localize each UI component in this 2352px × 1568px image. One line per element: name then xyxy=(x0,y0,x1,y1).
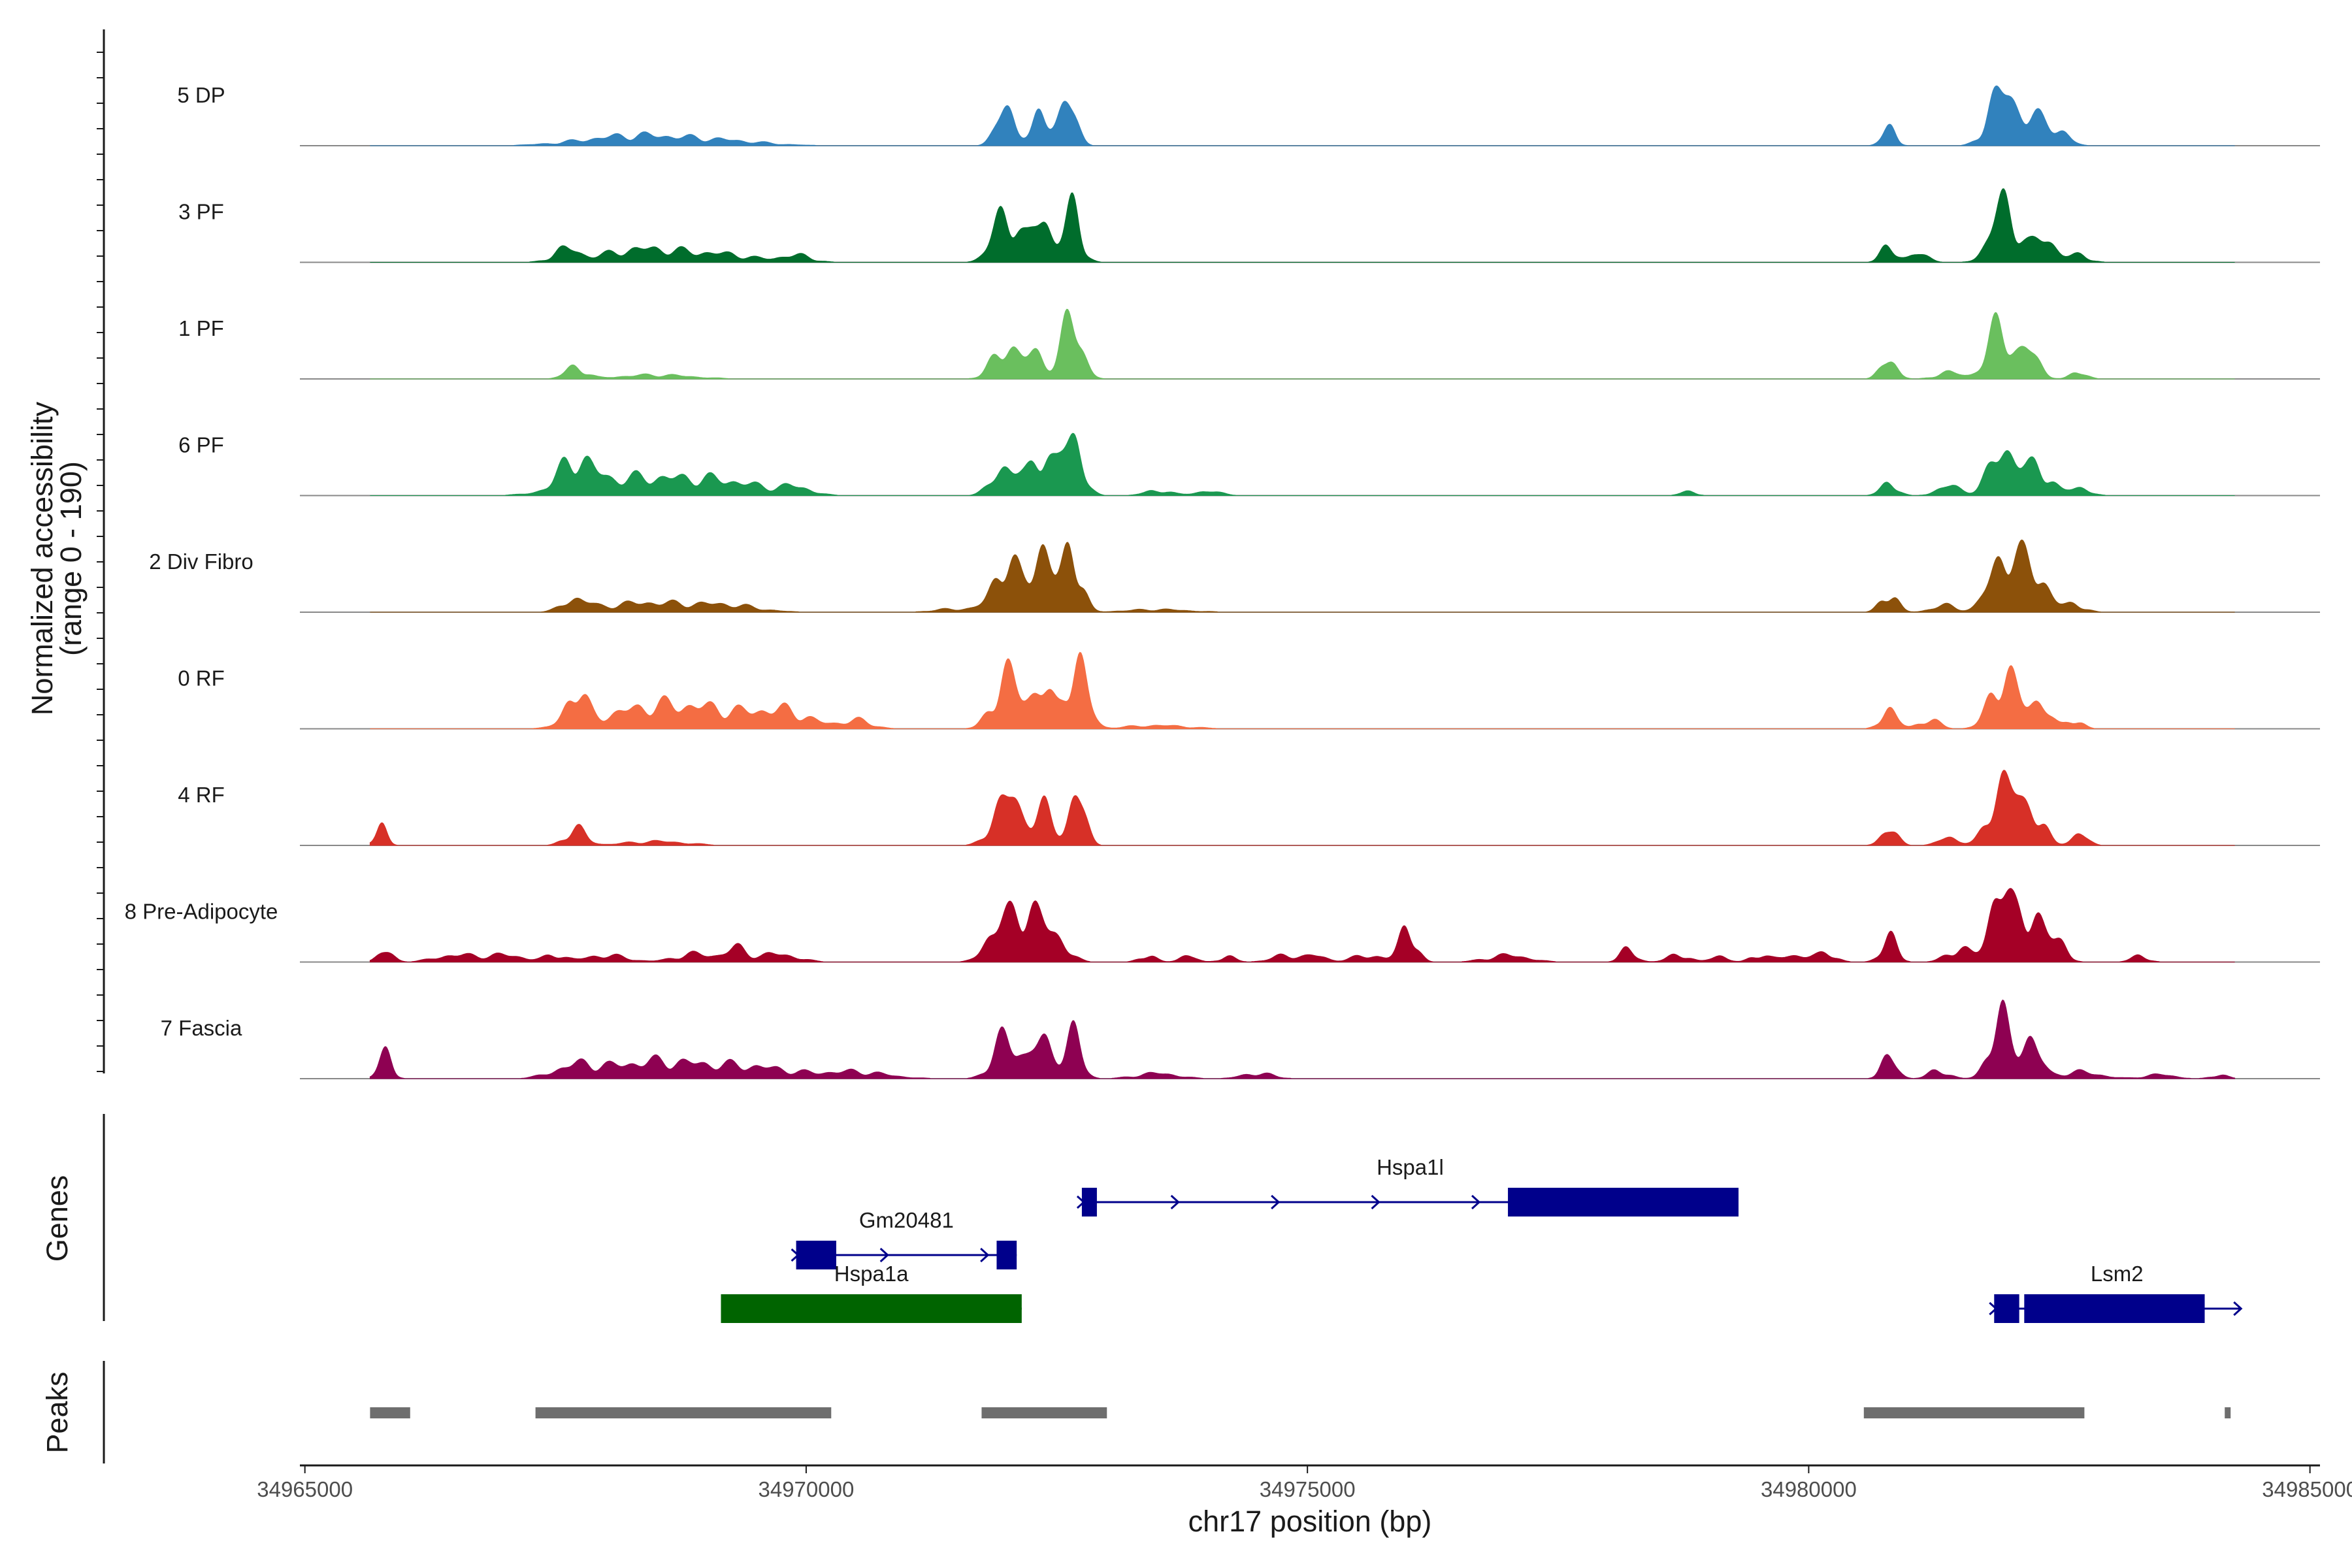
gene-exon xyxy=(1508,1188,1739,1217)
x-tick-label: 34980000 xyxy=(1761,1477,1857,1501)
y-axis-title: Normalized accessibility xyxy=(25,401,59,715)
peak-region xyxy=(1863,1407,2085,1418)
track-label: 3 PF xyxy=(178,200,224,224)
x-tick-label: 34975000 xyxy=(1260,1477,1356,1501)
track-area xyxy=(370,433,2235,496)
track-label: 1 PF xyxy=(178,316,224,340)
track-1-pf: 1 PF xyxy=(178,308,2320,380)
gene-exon xyxy=(1994,1294,2019,1323)
track-6-pf: 6 PF xyxy=(178,433,2320,497)
gene-exon xyxy=(2024,1294,2205,1323)
gene-gm20481: Gm20481 xyxy=(791,1208,1017,1269)
track-5-dp: 5 DP xyxy=(177,83,2320,146)
track-label: 7 Fascia xyxy=(161,1016,242,1040)
strand-arrow xyxy=(980,1247,990,1263)
gene-hspa1l: Hspa1l xyxy=(1076,1155,1739,1217)
peak-region xyxy=(2225,1407,2231,1418)
x-tick-label: 34985000 xyxy=(2262,1477,2352,1501)
strand-arrow xyxy=(1170,1194,1180,1210)
y-axis-range: (range 0 - 190) xyxy=(54,461,88,656)
track-area xyxy=(369,770,2235,846)
accessibility-tracks: 5 DP 3 PF 1 PF 6 PF 2 Div Fibro 0 RF 4 RF 8 Pre… xyxy=(125,83,2320,1079)
peak-region xyxy=(535,1407,832,1418)
track-label: 0 RF xyxy=(178,666,225,691)
track-label: 4 RF xyxy=(178,783,225,807)
gene-exon xyxy=(796,1241,836,1269)
strand-arrow xyxy=(1076,1195,1086,1209)
gene-lsm2: Lsm2 xyxy=(1989,1262,2243,1323)
track-0-rf: 0 RF xyxy=(178,651,2320,730)
track-area xyxy=(370,651,2235,729)
track-8-pre-adipocyte: 8 Pre-Adipocyte xyxy=(125,888,2320,963)
strand-arrow xyxy=(2233,1301,2243,1316)
track-label: 2 Div Fibro xyxy=(149,549,253,574)
strand-arrow xyxy=(1371,1194,1380,1210)
x-axis-title: chr17 position (bp) xyxy=(1188,1505,1432,1538)
strand-arrow xyxy=(791,1248,800,1262)
track-area xyxy=(370,188,2235,263)
track-area xyxy=(370,539,2235,613)
track-area xyxy=(369,999,2236,1079)
peak-regions xyxy=(370,1407,2231,1418)
strand-arrow xyxy=(879,1247,889,1263)
coverage-y-ticks xyxy=(97,52,104,1072)
track-label: 8 Pre-Adipocyte xyxy=(125,900,278,924)
peak-region xyxy=(370,1407,410,1418)
gene-label: Hspa1l xyxy=(1377,1155,1444,1179)
gene-exon xyxy=(996,1241,1017,1269)
strand-arrow xyxy=(1271,1194,1281,1210)
gene-label: Lsm2 xyxy=(2091,1262,2144,1286)
gene-annotations: Hspa1l Gm20481 Hspa1a Lsm2 xyxy=(721,1155,2243,1323)
genes-panel-label: Genes xyxy=(41,1175,74,1262)
track-label: 6 PF xyxy=(178,433,224,457)
peaks-panel-label: Peaks xyxy=(41,1371,74,1453)
gene-exon xyxy=(721,1294,1022,1323)
track-7-fascia: 7 Fascia xyxy=(161,999,2320,1079)
track-area xyxy=(369,888,2235,962)
gene-hspa1a: Hspa1a xyxy=(721,1262,1022,1323)
track-2-div-fibro: 2 Div Fibro xyxy=(149,539,2320,613)
track-4-rf: 4 RF xyxy=(178,770,2320,846)
track-label: 5 DP xyxy=(177,83,225,107)
strand-arrow xyxy=(1471,1194,1481,1210)
x-tick-label: 34970000 xyxy=(759,1477,855,1501)
strand-arrow xyxy=(1989,1301,1998,1316)
gene-label: Gm20481 xyxy=(859,1208,954,1232)
gene-exon xyxy=(1081,1188,1097,1217)
peak-region xyxy=(981,1407,1107,1418)
track-area xyxy=(370,308,2235,380)
gene-label: Hspa1a xyxy=(834,1262,909,1286)
track-3-pf: 3 PF xyxy=(178,188,2320,263)
track-area xyxy=(370,85,2235,146)
x-axis-ticks: 34965000 34970000 34975000 34980000 34985000 xyxy=(257,1465,2352,1501)
x-tick-label: 34965000 xyxy=(257,1477,353,1501)
